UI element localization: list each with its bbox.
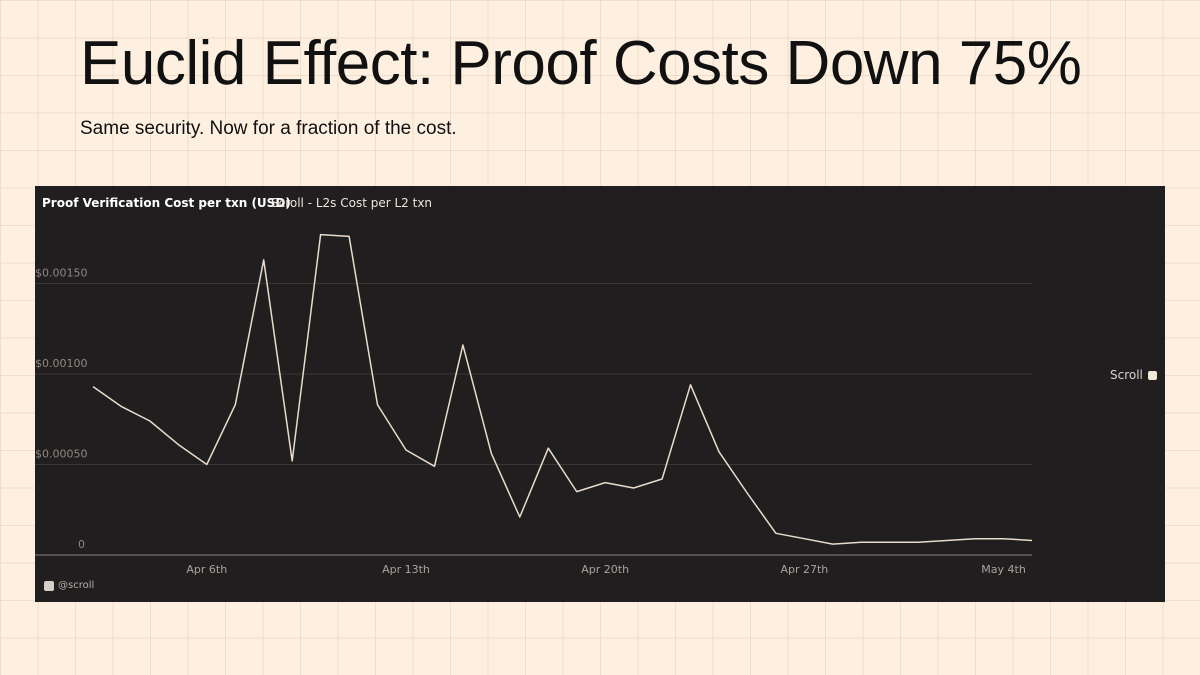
legend-swatch-icon bbox=[1147, 370, 1157, 380]
chart-panel: 0 $0.00050 $0.00100 $0.00150 Apr 6th Apr 13th… bbox=[35, 186, 1165, 602]
chart-subtitle: Scroll - L2s Cost per L2 txn bbox=[271, 196, 433, 210]
y-tick-label: $0.00050 bbox=[35, 447, 88, 460]
chart-legend[interactable]: Scroll bbox=[1110, 368, 1157, 382]
y-tick-label: $0.00150 bbox=[35, 266, 88, 279]
x-tick-label: Apr 27th bbox=[780, 563, 828, 576]
source-watermark: @scroll bbox=[44, 580, 94, 591]
slide-subheadline: Same security. Now for a fraction of the… bbox=[80, 118, 457, 139]
x-tick-label: May 4th bbox=[981, 563, 1026, 576]
chart-title: Proof Verification Cost per txn (USD) bbox=[42, 196, 291, 210]
y-tick-label: $0.00100 bbox=[35, 357, 88, 370]
legend-label: Scroll bbox=[1110, 368, 1143, 382]
scroll-logo-icon bbox=[44, 580, 54, 591]
slide-headline: Euclid Effect: Proof Costs Down 75% bbox=[80, 29, 1082, 98]
source-handle: @scroll bbox=[58, 580, 95, 591]
x-tick-label: Apr 20th bbox=[581, 563, 629, 576]
y-tick-label: 0 bbox=[78, 538, 85, 551]
line-chart: 0 $0.00050 $0.00100 $0.00150 Apr 6th Apr 13th… bbox=[35, 233, 1033, 576]
x-tick-label: Apr 6th bbox=[186, 563, 227, 576]
series-line-scroll bbox=[92, 233, 1033, 545]
x-tick-label: Apr 13th bbox=[382, 563, 430, 576]
